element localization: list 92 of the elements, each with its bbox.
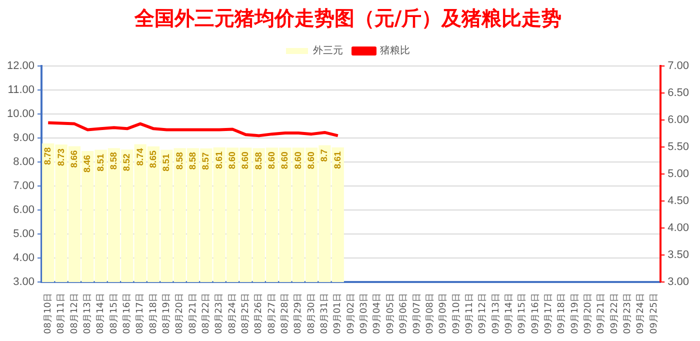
x-tick-label: 08月29日	[294, 293, 304, 334]
data-label: 8.51	[95, 154, 106, 172]
data-label: 8.60	[306, 152, 316, 170]
y-tick-label: 11.00	[8, 84, 35, 96]
data-label: 8.61	[214, 151, 224, 169]
data-label: 8.78	[42, 147, 53, 165]
x-tick-label: 09月19日	[570, 293, 580, 334]
y2-tick-label: 5.50	[668, 141, 690, 154]
x-tick-label: 08月10日	[43, 293, 54, 334]
y-tick-label: 10.00	[6, 108, 35, 120]
x-tick-label: 09月02日	[346, 293, 356, 334]
data-label: 8.60	[292, 152, 303, 170]
data-label: 8.73	[56, 148, 66, 166]
chart-title: 全国外三元猪均价走势图（元/斤）及猪粮比走势	[133, 6, 562, 30]
data-label: 8.58	[108, 152, 118, 170]
x-tick-label: 08月21日	[188, 293, 198, 334]
data-label: 8.58	[187, 152, 198, 170]
x-tick-label: 09月04日	[372, 293, 383, 334]
x-tick-label: 09月17日	[544, 293, 554, 334]
legend-label: 外三元	[313, 46, 343, 57]
data-label: 8.74	[134, 148, 145, 166]
x-tick-label: 09月05日	[386, 293, 396, 334]
x-tick-label: 09月01日	[333, 293, 344, 334]
data-label: 8.60	[240, 152, 250, 170]
x-tick-label: 09月10日	[452, 293, 462, 334]
y2-tick-label: 5.00	[668, 168, 690, 180]
x-tick-label: 08月13日	[82, 293, 93, 334]
y-tick-label: 12.00	[6, 60, 35, 72]
x-tick-label: 08月16日	[122, 293, 132, 334]
data-label: 8.52	[122, 154, 132, 172]
x-tick-label: 08月15日	[109, 293, 120, 334]
x-tick-label: 08月30日	[306, 293, 317, 334]
x-tick-label: 09月03日	[360, 293, 370, 334]
y-tick-label: 5.00	[13, 228, 35, 240]
x-tick-label: 08月27日	[267, 293, 278, 334]
data-label: 8.60	[266, 152, 277, 170]
x-tick-label: 09月15日	[518, 293, 528, 334]
data-label: 8.46	[82, 155, 92, 173]
y-tick-label: 8.00	[13, 156, 35, 168]
data-label: 8.66	[68, 150, 79, 168]
y2-tick-label: 4.50	[668, 195, 690, 208]
y2-tick-label: 4.00	[668, 222, 690, 234]
data-label: 8.58	[253, 152, 264, 170]
x-tick-label: 08月24日	[228, 293, 238, 334]
x-tick-label: 08月18日	[148, 293, 159, 334]
x-tick-label: 09月13日	[491, 293, 502, 334]
x-tick-label: 09月21日	[596, 293, 607, 334]
y-tick-label: 9.00	[13, 132, 35, 144]
x-tick-label: 08月11日	[56, 293, 67, 334]
x-tick-label: 09月08日	[425, 293, 436, 334]
x-tick-label: 09月12日	[478, 293, 488, 334]
y2-tick-label: 6.00	[668, 114, 690, 126]
x-tick-label: 08月12日	[70, 293, 80, 334]
x-tick-label: 09月23日	[623, 293, 634, 334]
x-tick-label: 08月20日	[175, 293, 186, 334]
x-tick-label: 08月26日	[254, 293, 264, 334]
y-tick-label: 6.00	[13, 204, 35, 216]
x-tick-label: 08月14日	[96, 293, 106, 334]
x-tick-label: 09月11日	[464, 293, 475, 334]
data-label: 8.60	[227, 152, 237, 170]
data-label: 8.61	[332, 151, 342, 169]
x-tick-label: 09月14日	[504, 293, 514, 334]
x-tick-label: 08月31日	[320, 293, 330, 334]
x-tick-label: 09月20日	[583, 293, 594, 334]
x-tick-label: 09月25日	[649, 293, 660, 334]
y2-tick-label: 3.50	[668, 249, 690, 262]
y2-tick-label: 3.00	[668, 276, 690, 288]
data-label: 8.57	[200, 152, 211, 170]
legend-label: 猪粮比	[380, 44, 410, 57]
y2-tick-label: 6.50	[668, 87, 690, 100]
y-tick-label: 7.00	[13, 180, 35, 192]
data-label: 8.60	[280, 152, 290, 170]
data-label: 8.51	[161, 154, 172, 172]
x-tick-label: 09月07日	[412, 293, 422, 334]
x-tick-label: 09月22日	[610, 293, 620, 334]
x-tick-label: 09月24日	[636, 293, 646, 334]
x-tick-label: 08月17日	[136, 293, 146, 334]
x-tick-label: 09月06日	[399, 293, 410, 334]
data-label: 8.65	[148, 150, 158, 168]
data-label: 8.7	[319, 149, 330, 162]
x-tick-label: 08月25日	[241, 293, 252, 334]
x-tick-label: 08月19日	[162, 293, 172, 334]
data-label: 8.58	[174, 152, 184, 170]
x-tick-label: 08月28日	[280, 293, 291, 334]
x-tick-label: 09月09日	[438, 293, 449, 334]
x-tick-label: 08月22日	[202, 293, 212, 334]
y-tick-label: 4.00	[13, 252, 35, 264]
x-tick-label: 08月23日	[214, 293, 225, 334]
x-tick-label: 09月18日	[557, 293, 568, 334]
y2-tick-label: 7.00	[668, 60, 690, 72]
x-tick-label: 09月16日	[530, 293, 541, 334]
y-tick-label: 3.00	[13, 276, 35, 288]
